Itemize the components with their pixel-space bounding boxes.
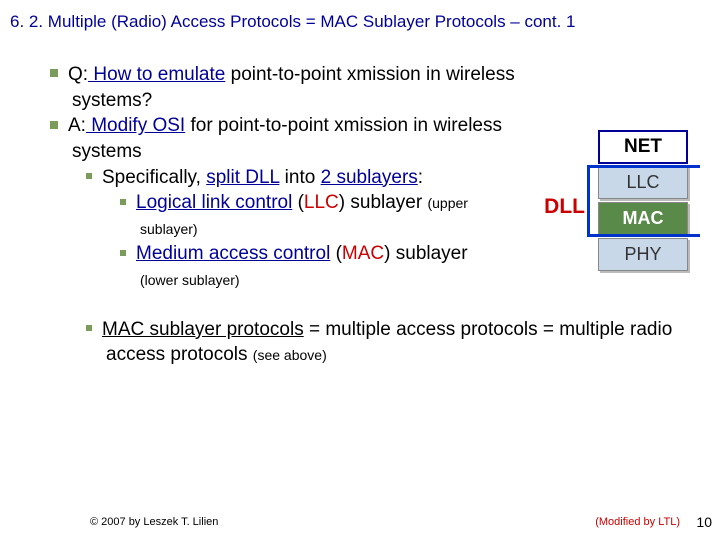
bullet-icon [120, 199, 126, 205]
mac-t1: Medium access control [136, 243, 330, 264]
bullet-icon [50, 69, 58, 77]
q-text1: How to emulate [88, 64, 225, 85]
dll-bracket [588, 234, 700, 237]
net-box: NET [598, 130, 688, 164]
spec-t4: 2 sublayers [321, 167, 418, 188]
llc-t1: Logical link control [136, 192, 292, 213]
macproto-t1: MAC sublayer protocols [102, 319, 304, 340]
bullet-icon [86, 173, 92, 179]
spec-t3: into [279, 167, 320, 188]
mac-t5: (lower sublayer) [140, 272, 240, 288]
spec-t2: split DLL [206, 167, 279, 188]
macproto-t3: (see above) [253, 347, 327, 363]
spec-t5: : [418, 167, 423, 188]
layer-diagram: NET LLC MAC PHY [598, 130, 688, 274]
llc-t4: ) sublayer [339, 192, 428, 213]
a-prefix: A: [68, 115, 86, 136]
slide-title: 6. 2. Multiple (Radio) Access Protocols … [0, 0, 720, 32]
bullet-icon [86, 325, 92, 331]
llc-t2: ( [292, 192, 304, 213]
mac-line: Medium access control (MAC) sublayer (lo… [120, 241, 500, 292]
q-prefix: Q: [68, 64, 88, 85]
phy-box: PHY [598, 238, 688, 271]
dll-bracket [588, 165, 700, 168]
dll-bracket [587, 165, 590, 237]
modified-note: (Modified by LTL) [595, 516, 680, 528]
macproto-line: MAC sublayer protocols = multiple access… [86, 317, 700, 368]
page-number: 10 [696, 514, 712, 530]
mac-box: MAC [598, 202, 688, 235]
llc-box: LLC [598, 166, 688, 199]
llc-line: Logical link control (LLC) sublayer (upp… [120, 190, 500, 241]
spec-t1: Specifically, [102, 167, 206, 188]
spec-line: Specifically, split DLL into 2 sublayers… [86, 165, 570, 191]
mac-t3: MAC [342, 243, 384, 264]
dll-label: DLL [544, 195, 585, 219]
answer-line: A: Modify OSI for point-to-point xmissio… [50, 113, 570, 164]
bullet-icon [50, 121, 58, 129]
bullet-icon [120, 250, 126, 256]
llc-t3: LLC [304, 192, 339, 213]
a-text1: Modify OSI [86, 115, 185, 136]
copyright: © 2007 by Leszek T. Lilien [90, 516, 218, 528]
question-line: Q: How to emulate point-to-point xmissio… [50, 62, 570, 113]
mac-t2: ( [330, 243, 342, 264]
mac-t4: ) sublayer [384, 243, 467, 264]
